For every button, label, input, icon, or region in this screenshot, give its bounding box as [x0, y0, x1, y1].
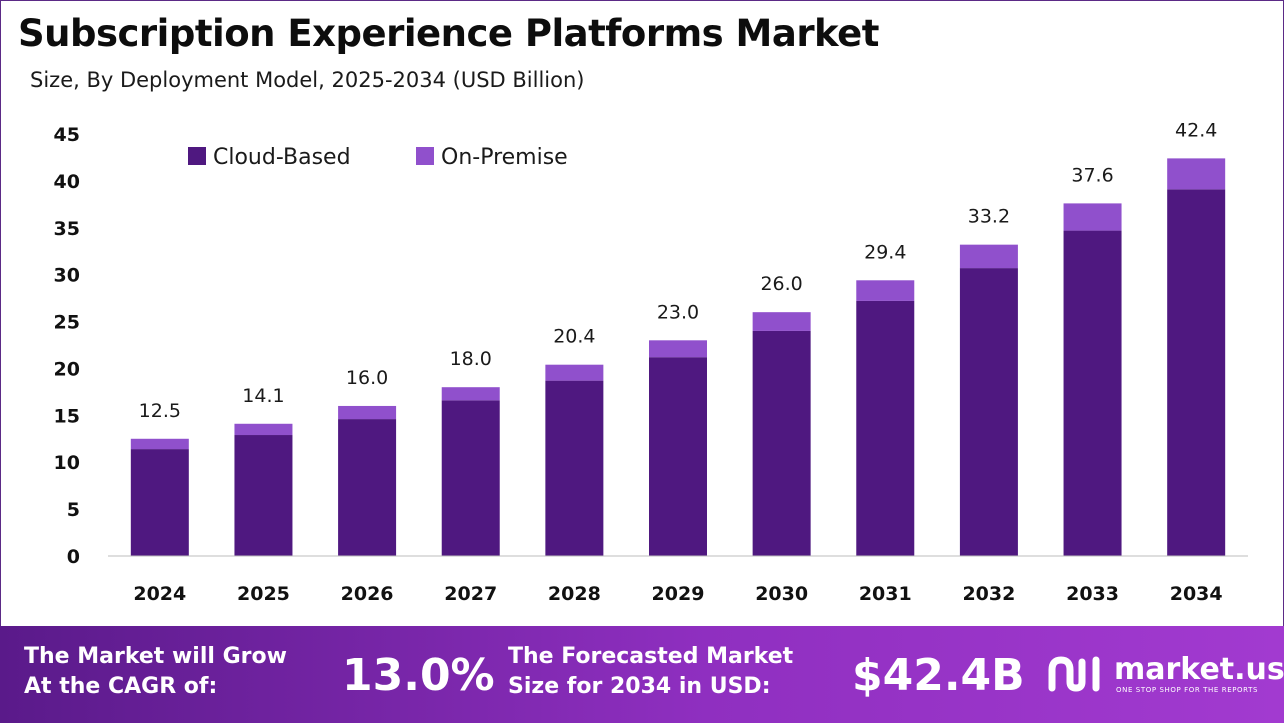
x-tick-label: 2033	[1066, 583, 1119, 605]
y-tick-label: 0	[67, 546, 80, 568]
cagr-label: The Market will Grow At the CAGR of:	[24, 642, 287, 702]
chart-title: Subscription Experience Platforms Market	[18, 12, 879, 55]
bar-on-premise-2026	[338, 405, 397, 420]
x-tick-label: 2031	[859, 583, 912, 605]
cagr-label-line2: At the CAGR of:	[24, 674, 218, 699]
y-tick-label: 40	[54, 171, 80, 193]
bar-on-premise-2032	[959, 244, 1018, 269]
market-us-logo-icon	[1048, 656, 1100, 692]
bar-total-label: 16.0	[346, 367, 388, 389]
bar-total-label: 42.4	[1175, 119, 1217, 141]
y-tick-label: 20	[54, 358, 80, 380]
brand-name: market.us	[1114, 652, 1284, 687]
legend-swatch	[416, 147, 434, 165]
bar-on-premise-2029	[649, 340, 707, 358]
bar-cloud-based-2028	[545, 380, 604, 556]
x-axis-ticks: 2024 2025 2026 2027 2028 2029 2030 2031 2032 2033…	[133, 583, 1222, 605]
x-tick-label: 2024	[133, 583, 186, 605]
chart-subtitle: Size, By Deployment Model, 2025-2034 (US…	[30, 68, 585, 92]
y-tick-label: 45	[54, 124, 80, 146]
y-tick-label: 15	[54, 405, 80, 427]
bar-cloud-based-2024	[130, 449, 189, 556]
bar-total-label: 14.1	[242, 385, 284, 407]
bar-cloud-based-2034	[1167, 189, 1226, 556]
x-tick-label: 2030	[755, 583, 808, 605]
bar-total-label: 26.0	[760, 273, 802, 295]
y-tick-label: 10	[54, 452, 80, 474]
bars: 12.5 14.1 16.0 18.0 20.4 23.0 26.0 29.4 33.2 37.6…	[130, 119, 1226, 556]
bar-on-premise-2033	[1063, 203, 1122, 231]
bar-cloud-based-2030	[752, 330, 811, 556]
x-tick-label: 2029	[652, 583, 705, 605]
x-tick-label: 2032	[962, 583, 1015, 605]
bar-cloud-based-2033	[1063, 230, 1122, 556]
y-tick-label: 5	[67, 499, 80, 521]
forecast-label-line1: The Forecasted Market	[508, 644, 794, 669]
bar-cloud-based-2031	[856, 300, 915, 556]
cagr-value: 13.0%	[342, 650, 495, 701]
x-tick-label: 2026	[341, 583, 394, 605]
bar-on-premise-2024	[130, 438, 189, 450]
bar-on-premise-2030	[752, 312, 811, 331]
bar-total-label: 18.0	[450, 348, 492, 370]
cagr-label-line1: The Market will Grow	[24, 644, 287, 669]
legend-label: On-Premise	[441, 145, 568, 170]
bar-total-label: 29.4	[864, 241, 906, 263]
bar-cloud-based-2026	[338, 419, 397, 556]
bar-on-premise-2031	[856, 280, 915, 301]
bar-total-label: 23.0	[657, 301, 699, 323]
x-tick-label: 2025	[237, 583, 290, 605]
bar-cloud-based-2029	[649, 357, 707, 556]
y-axis-ticks: 0 5 10 15 20 25 30 35 40 45	[54, 124, 80, 568]
bar-total-label: 20.4	[553, 326, 595, 348]
y-tick-label: 25	[54, 312, 80, 334]
bar-total-label: 37.6	[1071, 164, 1113, 186]
brand-logo: market.us ONE STOP SHOP FOR THE REPORTS	[1046, 652, 1284, 698]
x-tick-label: 2034	[1170, 583, 1223, 605]
y-tick-label: 35	[54, 218, 80, 240]
bar-on-premise-2027	[441, 387, 500, 401]
forecast-label: The Forecasted Market Size for 2034 in U…	[508, 642, 793, 702]
bar-cloud-based-2027	[441, 400, 500, 556]
x-tick-label: 2028	[548, 583, 601, 605]
forecast-value: $42.4B	[852, 650, 1025, 701]
bar-cloud-based-2025	[234, 435, 293, 556]
bar-total-label: 33.2	[968, 206, 1010, 228]
x-tick-label: 2027	[444, 583, 497, 605]
bar-on-premise-2025	[234, 423, 293, 436]
y-tick-label: 30	[54, 265, 80, 287]
bar-cloud-based-2032	[959, 268, 1018, 556]
bar-on-premise-2028	[545, 364, 604, 381]
brand-tagline: ONE STOP SHOP FOR THE REPORTS	[1116, 686, 1259, 694]
bar-on-premise-2034	[1167, 158, 1226, 190]
legend: Cloud-Based On-Premise	[188, 145, 568, 170]
forecast-label-line2: Size for 2034 in USD:	[508, 674, 771, 699]
legend-label: Cloud-Based	[213, 145, 351, 170]
legend-swatch	[188, 147, 206, 165]
bar-total-label: 12.5	[139, 400, 181, 422]
